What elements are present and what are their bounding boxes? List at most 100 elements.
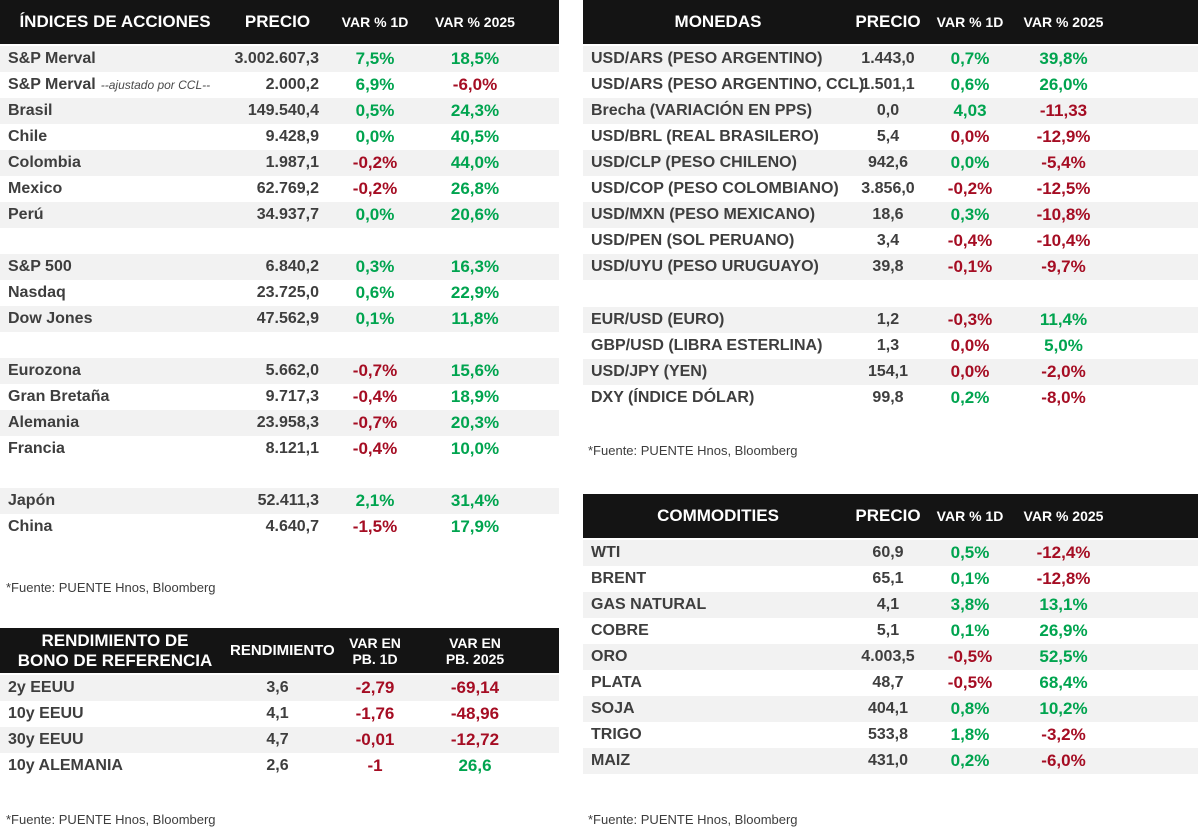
row-label: Chile: [8, 128, 48, 145]
source-note: *Fuente: PUENTE Hnos, Bloomberg: [6, 812, 216, 827]
column-header-var-pb-2025: VAR EN PB. 2025: [445, 634, 505, 667]
var-2025-value: 22,9%: [450, 283, 500, 302]
price-value: 3,6: [266, 679, 289, 696]
bond-yields-table: RENDIMIENTO DE BONO DE REFERENCIA RENDIM…: [0, 628, 559, 779]
table-row: WTI 60,9 0,5% -12,4%: [583, 540, 1198, 566]
row-label: USD/UYU (PESO URUGUAYO): [591, 258, 819, 275]
price-value: 99,8: [872, 389, 904, 406]
var-2025-value: -48,96: [450, 704, 500, 723]
price-value: 5.662,0: [265, 362, 319, 379]
table-row: EUR/USD (EURO) 1,2 -0,3% 11,4%: [583, 307, 1198, 333]
table-row: USD/ARS (PESO ARGENTINO) 1.443,0 0,7% 39,8%: [583, 46, 1198, 72]
table-row: S&P 500 6.840,2 0,3% 16,3%: [0, 254, 559, 280]
column-header-rendimiento: RENDIMIENTO: [230, 641, 335, 659]
table-row: TRIGO 533,8 1,8% -3,2%: [583, 722, 1198, 748]
price-value: 0,0: [876, 102, 900, 119]
row-label: 10y ALEMANIA: [8, 757, 123, 774]
table-row: 10y EEUU 4,1 -1,76 -48,96: [0, 701, 559, 727]
table-row: USD/PEN (SOL PERUANO) 3,4 -0,4% -10,4%: [583, 228, 1198, 254]
bond-yields-rows: 2y EEUU 3,6 -2,79 -69,14 10y EEUU 4,1 -1,76 -48…: [0, 675, 559, 779]
var-2025-value: -3,2%: [1041, 725, 1086, 744]
row-label: GAS NATURAL: [591, 596, 707, 613]
row-label: TRIGO: [591, 726, 642, 743]
price-value: 39,8: [872, 258, 904, 275]
var-2025-value: 68,4%: [1039, 673, 1088, 692]
price-value: 4.640,7: [265, 518, 319, 535]
var-2025-value: -12,72: [450, 730, 500, 749]
price-value: 404,1: [867, 700, 909, 717]
table-row: GAS NATURAL 4,1 3,8% 13,1%: [583, 592, 1198, 618]
row-label: Japón: [8, 492, 56, 509]
row-label: MAIZ: [591, 752, 631, 769]
row-label: China: [8, 518, 53, 535]
row-label: 10y EEUU: [8, 705, 84, 722]
var-1d-value: 0,7%: [950, 49, 990, 68]
row-label: Brecha (VARIACIÓN EN PPS): [591, 102, 813, 119]
commodities-rows: WTI 60,9 0,5% -12,4% BRENT 65,1 0,1% -12,8% GAS …: [583, 540, 1198, 774]
var-2025-value: 26,6: [458, 756, 492, 775]
row-label: USD/BRL (REAL BRASILERO): [591, 128, 819, 145]
price-value: 431,0: [867, 752, 909, 769]
price-value: 2,6: [266, 757, 289, 774]
stock-indices-table: ÍNDICES DE ACCIONES PRECIO VAR % 1D VAR …: [0, 0, 559, 540]
price-value: 34.937,7: [256, 206, 319, 223]
stock-indices-header: ÍNDICES DE ACCIONES PRECIO VAR % 1D VAR …: [0, 0, 559, 46]
var-2025-value: 26,8%: [450, 179, 500, 198]
source-note: *Fuente: PUENTE Hnos, Bloomberg: [588, 812, 798, 827]
var-1d-value: 0,8%: [950, 699, 990, 718]
var-1d-value: -0,3%: [947, 310, 993, 329]
currencies-header: MONEDAS PRECIO VAR % 1D VAR % 2025: [583, 0, 1198, 46]
var-1d-value: 0,1%: [355, 309, 395, 328]
row-note: --ajustado por CCL--: [100, 78, 211, 92]
table-row: China 4.640,7 -1,5% 17,9%: [0, 514, 559, 540]
source-note: *Fuente: PUENTE Hnos, Bloomberg: [588, 443, 798, 458]
row-label: GBP/USD (LIBRA ESTERLINA): [591, 337, 823, 354]
table-row: MAIZ 431,0 0,2% -6,0%: [583, 748, 1198, 774]
table-row: USD/BRL (REAL BRASILERO) 5,4 0,0% -12,9%: [583, 124, 1198, 150]
stock-indices-rows: S&P Merval 3.002.607,3 7,5% 18,5% S&P Merval…: [0, 46, 559, 540]
commodities-header: COMMODITIES PRECIO VAR % 1D VAR % 2025: [583, 494, 1198, 540]
row-label: SOJA: [591, 700, 635, 717]
table-row: USD/CLP (PESO CHILENO) 942,6 0,0% -5,4%: [583, 150, 1198, 176]
column-header-precio: PRECIO: [855, 12, 921, 31]
row-label: Eurozona: [8, 362, 81, 379]
var-1d-value: -0,5%: [947, 647, 993, 666]
table-row: Brecha (VARIACIÓN EN PPS) 0,0 4,03 -11,33: [583, 98, 1198, 124]
var-1d-value: -0,4%: [352, 439, 398, 458]
var-2025-value: 18,5%: [450, 49, 500, 68]
var-1d-value: -0,7%: [352, 361, 398, 380]
row-label: S&P 500: [8, 258, 72, 275]
var-1d-value: 0,0%: [950, 153, 990, 172]
var-1d-value: -2,79: [355, 678, 395, 697]
row-label: DXY (ÍNDICE DÓLAR): [591, 389, 755, 406]
price-value: 9.717,3: [265, 388, 319, 405]
table-row: PLATA 48,7 -0,5% 68,4%: [583, 670, 1198, 696]
row-label: BRENT: [591, 570, 647, 587]
currencies-table: MONEDAS PRECIO VAR % 1D VAR % 2025 USD/A…: [583, 0, 1198, 411]
var-2025-value: 26,9%: [1039, 621, 1088, 640]
commodities-table: COMMODITIES PRECIO VAR % 1D VAR % 2025 W…: [583, 494, 1198, 774]
var-2025-value: -6,0%: [1041, 751, 1086, 770]
table-row: Alemania 23.958,3 -0,7% 20,3%: [0, 410, 559, 436]
table-row: Perú 34.937,7 0,0% 20,6%: [0, 202, 559, 228]
column-header-precio: PRECIO: [855, 506, 921, 525]
table-row: Eurozona 5.662,0 -0,7% 15,6%: [0, 358, 559, 384]
price-value: 1.501,1: [861, 76, 915, 93]
var-2025-value: -8,0%: [1041, 388, 1086, 407]
column-header-var-1d: VAR % 1D: [936, 508, 1004, 524]
row-label: USD/JPY (YEN): [591, 363, 708, 380]
var-1d-value: -0,4%: [947, 231, 993, 250]
row-label: COBRE: [591, 622, 649, 639]
var-1d-value: 7,5%: [355, 49, 395, 68]
table-row: Colombia 1.987,1 -0,2% 44,0%: [0, 150, 559, 176]
price-value: 942,6: [867, 154, 909, 171]
var-1d-value: 0,1%: [950, 569, 990, 588]
row-label: ORO: [591, 648, 628, 665]
group-spacer: [0, 228, 559, 254]
table-row: USD/UYU (PESO URUGUAYO) 39,8 -0,1% -9,7%: [583, 254, 1198, 280]
var-1d-value: 0,6%: [950, 75, 990, 94]
table-row: DXY (ÍNDICE DÓLAR) 99,8 0,2% -8,0%: [583, 385, 1198, 411]
var-2025-value: -9,7%: [1041, 257, 1086, 276]
var-1d-value: -0,2%: [947, 179, 993, 198]
price-value: 5,4: [876, 128, 900, 145]
